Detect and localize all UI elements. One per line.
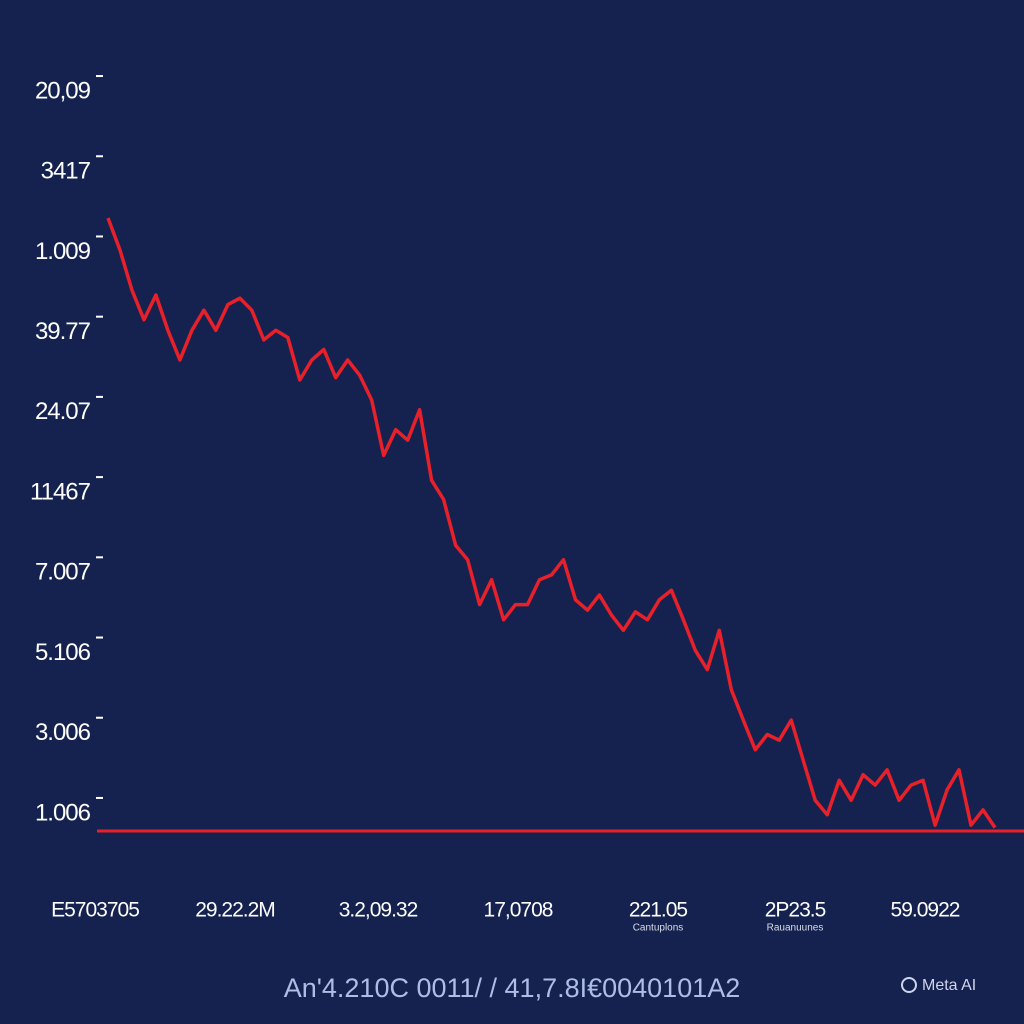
x-tick-label: 3.2,09.32 [339,899,418,922]
x-tick-sublabel: Rauanuunes [767,923,824,934]
y-tick-label: 20,09 [35,77,91,104]
y-tick-label: 1.006 [35,799,91,826]
y-tick-label: 7.007 [35,559,91,586]
y-tick-label: 24.07 [35,398,91,425]
y-tick-label: 1.009 [35,238,91,265]
y-tick-label: 5.106 [35,639,91,666]
x-tick-label: 2P23.5 [765,899,826,922]
x-tick-label: E5703705 [51,899,139,922]
data-line [106,217,997,829]
watermark-icon [901,977,917,993]
x-tick-sublabel: Cantuplons [633,923,684,934]
y-tick-label: 11467 [30,478,91,505]
y-tick-label: 3.006 [35,719,91,746]
watermark: Meta AI [922,977,976,994]
x-tick-label: 59.0922 [891,899,960,922]
y-tick-label: 39.77 [35,318,91,345]
x-tick-label: 29.22.2M [195,899,275,922]
y-tick-label: 3417 [41,158,91,185]
footer-text: An'4.210C 0011/ / 41,7.8I€0040101A2 [284,973,741,1003]
x-tick-label: 17,0708 [484,899,553,922]
x-tick-label: 221.05 [629,899,688,922]
